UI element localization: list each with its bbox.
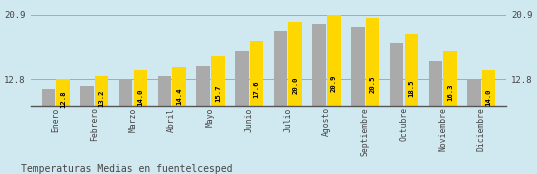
Bar <box>482 70 496 106</box>
Text: 12.8: 12.8 <box>60 90 66 108</box>
Bar <box>443 51 457 106</box>
Bar <box>467 79 481 106</box>
Bar <box>80 86 94 106</box>
Bar <box>134 70 147 106</box>
Bar <box>41 89 55 106</box>
Bar <box>172 67 186 106</box>
Text: 20.0: 20.0 <box>292 76 298 93</box>
Text: 14.4: 14.4 <box>176 87 182 105</box>
Bar <box>429 61 442 106</box>
Bar <box>366 18 379 106</box>
Text: 20.9: 20.9 <box>331 74 337 92</box>
Text: Temperaturas Medias en fuentelcesped: Temperaturas Medias en fuentelcesped <box>21 164 233 174</box>
Bar <box>390 43 403 106</box>
Bar <box>158 76 171 106</box>
Text: 14.0: 14.0 <box>485 88 492 105</box>
Bar <box>95 76 108 106</box>
Bar <box>288 22 302 106</box>
Bar <box>235 51 249 106</box>
Bar <box>404 34 418 106</box>
Bar <box>327 15 340 106</box>
Bar <box>211 56 224 106</box>
Bar <box>274 31 287 106</box>
Bar <box>250 41 263 106</box>
Text: 20.5: 20.5 <box>369 75 375 93</box>
Text: 18.5: 18.5 <box>408 79 414 97</box>
Bar <box>197 66 210 106</box>
Bar <box>313 24 326 106</box>
Text: 14.0: 14.0 <box>137 88 143 105</box>
Bar <box>351 27 365 106</box>
Bar <box>56 79 70 106</box>
Text: 15.7: 15.7 <box>215 85 221 102</box>
Text: 16.3: 16.3 <box>447 83 453 101</box>
Text: 17.6: 17.6 <box>253 81 259 98</box>
Bar <box>119 79 133 106</box>
Text: 13.2: 13.2 <box>99 90 105 107</box>
